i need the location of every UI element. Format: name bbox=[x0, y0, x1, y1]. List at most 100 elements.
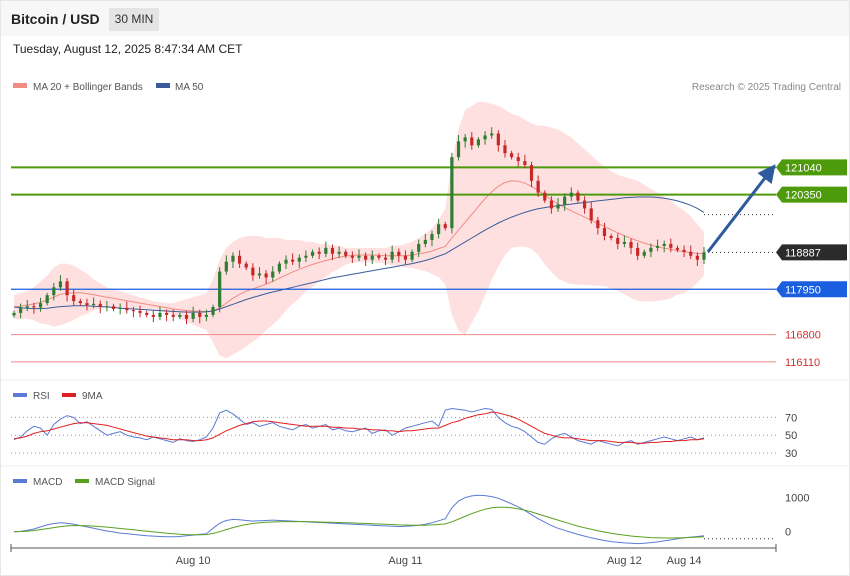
x-tick-label: Aug 11 bbox=[388, 555, 422, 567]
candle-body bbox=[52, 287, 56, 296]
candle-body bbox=[78, 301, 82, 304]
macd-signal-line bbox=[13, 506, 705, 539]
candle-body bbox=[317, 251, 321, 254]
candle-body bbox=[330, 247, 335, 254]
interval-badge[interactable]: 30 MIN bbox=[109, 8, 159, 31]
candle-body bbox=[569, 192, 573, 197]
candle-body bbox=[516, 157, 520, 162]
candle-body bbox=[277, 263, 281, 272]
candle-body bbox=[297, 257, 301, 262]
candle-body bbox=[151, 314, 155, 317]
candle-body bbox=[403, 255, 408, 260]
candle-body bbox=[556, 204, 560, 209]
candle-body bbox=[291, 259, 295, 262]
level-label-116800: 116800 bbox=[785, 330, 821, 342]
candle-body bbox=[377, 255, 381, 258]
candle-body bbox=[509, 153, 514, 158]
candle-body bbox=[264, 273, 268, 278]
candle-body bbox=[463, 137, 467, 142]
candle-body bbox=[364, 255, 368, 260]
candle-body bbox=[105, 306, 109, 308]
macd-legend-label: MACD bbox=[33, 477, 62, 488]
rsi-line bbox=[13, 407, 705, 447]
candle-body bbox=[529, 165, 534, 181]
candle-body bbox=[131, 310, 136, 312]
candle-body bbox=[257, 273, 262, 276]
candle-body bbox=[702, 252, 706, 260]
candle-body bbox=[85, 303, 89, 306]
candle-body bbox=[224, 261, 228, 272]
ma50-legend-label: MA 50 bbox=[175, 82, 204, 93]
candle-body bbox=[503, 145, 507, 154]
candle-body bbox=[324, 247, 328, 254]
candle-body bbox=[563, 196, 567, 205]
candle-body bbox=[237, 255, 242, 264]
candle-body bbox=[12, 312, 16, 316]
x-axis: Aug 10 Aug 11 Aug 12 Aug 14 bbox=[10, 544, 777, 567]
macd-legend: MACD MACD Signal bbox=[13, 477, 155, 488]
candle-body bbox=[642, 251, 646, 256]
ma50-line bbox=[13, 196, 705, 313]
price-legend: MA 20 + Bollinger Bands MA 50 bbox=[13, 82, 204, 93]
candle-body bbox=[284, 259, 288, 264]
candle-body bbox=[344, 251, 348, 256]
candle-body bbox=[629, 241, 633, 248]
bollinger-band bbox=[14, 101, 704, 359]
candle-body bbox=[98, 303, 102, 308]
candle-body bbox=[310, 251, 315, 256]
macd-panel: 1000 0 bbox=[13, 493, 809, 545]
candle-body bbox=[38, 303, 43, 308]
candle-body bbox=[271, 271, 275, 278]
candle-body bbox=[483, 135, 487, 140]
last-price-tag bbox=[776, 244, 847, 261]
candle-body bbox=[450, 157, 454, 229]
rsi-ma-legend-label: 9MA bbox=[82, 391, 103, 402]
candle-body bbox=[410, 251, 414, 260]
level-tag-121040 bbox=[776, 159, 847, 176]
candle-body bbox=[231, 255, 235, 262]
level-label-116110: 116110 bbox=[785, 357, 820, 369]
candle-body bbox=[158, 312, 162, 317]
candle-body bbox=[689, 251, 693, 256]
rsi-legend-label: RSI bbox=[33, 391, 50, 402]
candle-body bbox=[490, 133, 494, 136]
candle-body bbox=[211, 307, 215, 315]
candle-body bbox=[682, 249, 686, 252]
candle-body bbox=[383, 257, 388, 260]
forecast-arrow bbox=[706, 164, 776, 253]
candle-body bbox=[576, 192, 580, 201]
candle-body bbox=[695, 255, 699, 260]
x-tick-label: Aug 12 bbox=[607, 555, 642, 567]
candle-body bbox=[609, 236, 613, 238]
candle-body bbox=[655, 245, 660, 248]
candle-body bbox=[649, 247, 653, 252]
candle-body bbox=[536, 180, 540, 193]
candle-body bbox=[616, 238, 620, 244]
candle-body bbox=[25, 306, 29, 308]
candle-body bbox=[218, 271, 222, 308]
level-label-121040: 121040 bbox=[785, 162, 822, 174]
timestamp: Tuesday, August 12, 2025 8:47:34 AM CET bbox=[13, 42, 243, 56]
ma20-legend-swatch bbox=[13, 83, 27, 88]
candle-body bbox=[92, 303, 96, 306]
candle-body bbox=[164, 312, 169, 315]
candle-body bbox=[456, 141, 461, 158]
macd-signal-legend-swatch bbox=[75, 479, 89, 483]
candle-body bbox=[675, 247, 680, 250]
candle-body bbox=[582, 200, 587, 209]
candle-body bbox=[58, 281, 63, 288]
rsi-ma-line bbox=[13, 411, 705, 444]
research-credit: Research © 2025 Trading Central bbox=[692, 82, 841, 93]
candle-body bbox=[357, 255, 361, 258]
candle-body bbox=[111, 306, 116, 309]
candle-body bbox=[204, 314, 209, 317]
price-panel: 121040 120350 117950 116800 116110 118887 bbox=[11, 101, 847, 369]
candle-body bbox=[622, 241, 626, 244]
macd-signal-legend-label: MACD Signal bbox=[95, 477, 155, 488]
candle-body bbox=[417, 243, 421, 252]
candle-body bbox=[32, 306, 36, 308]
level-label-117950: 117950 bbox=[785, 284, 821, 296]
candle-body bbox=[65, 281, 69, 296]
macd-tick-label: 1000 bbox=[785, 493, 809, 505]
level-tag-120350 bbox=[776, 186, 847, 203]
